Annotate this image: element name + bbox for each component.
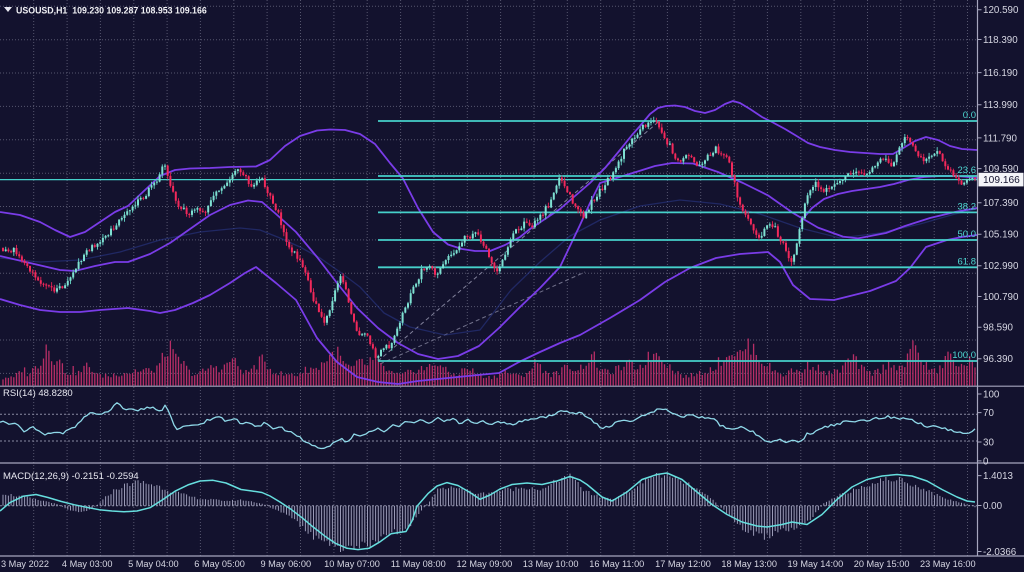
svg-text:118.390: 118.390 [983, 35, 1018, 46]
svg-text:70: 70 [983, 408, 994, 419]
svg-text:61.8: 61.8 [958, 256, 977, 267]
svg-text:107.390: 107.390 [983, 198, 1019, 209]
svg-text:12 May 09:00: 12 May 09:00 [457, 559, 513, 569]
svg-text:120.590: 120.590 [983, 5, 1019, 16]
svg-text:13 May 10:00: 13 May 10:00 [523, 559, 579, 569]
svg-text:19 May 14:00: 19 May 14:00 [788, 559, 844, 569]
svg-text:100: 100 [983, 389, 1000, 400]
svg-text:0.00: 0.00 [983, 501, 1003, 512]
svg-text:6 May 05:00: 6 May 05:00 [194, 559, 245, 569]
svg-text:23.6: 23.6 [958, 165, 977, 176]
svg-text:100.0: 100.0 [952, 350, 976, 361]
svg-text:RSI(14) 48.8280: RSI(14) 48.8280 [3, 388, 73, 399]
svg-text:10 May 07:00: 10 May 07:00 [324, 559, 380, 569]
svg-text:38.2: 38.2 [958, 201, 977, 212]
svg-text:111.790: 111.790 [983, 133, 1018, 144]
svg-text:100.790: 100.790 [983, 292, 1019, 303]
svg-text:USOUSD,H1 109.230 109.287 108: USOUSD,H1 109.230 109.287 108.953 109.16… [16, 6, 207, 16]
svg-text:96.390: 96.390 [983, 354, 1014, 365]
svg-text:16 May 11:00: 16 May 11:00 [589, 559, 644, 569]
svg-text:9 May 06:00: 9 May 06:00 [261, 559, 312, 569]
svg-text:17 May 12:00: 17 May 12:00 [655, 559, 711, 569]
svg-text:11 May 08:00: 11 May 08:00 [391, 559, 446, 569]
svg-text:23 May 16:00: 23 May 16:00 [920, 559, 976, 569]
svg-text:98.590: 98.590 [983, 323, 1014, 334]
svg-text:5 May 04:00: 5 May 04:00 [128, 559, 179, 569]
svg-text:50.0: 50.0 [958, 229, 977, 240]
svg-text:109.166: 109.166 [983, 175, 1020, 186]
svg-text:MACD(12,26,9) -0.2151 -0.2594: MACD(12,26,9) -0.2151 -0.2594 [3, 471, 139, 482]
svg-text:0: 0 [983, 456, 989, 467]
svg-text:30: 30 [983, 437, 994, 448]
svg-text:105.190: 105.190 [983, 230, 1019, 241]
svg-text:0.0: 0.0 [963, 110, 976, 121]
svg-text:-2.0366: -2.0366 [983, 547, 1017, 558]
svg-text:1.4013: 1.4013 [983, 471, 1014, 482]
svg-text:18 May 13:00: 18 May 13:00 [721, 559, 777, 569]
svg-text:109.590: 109.590 [983, 164, 1019, 175]
svg-text:113.990: 113.990 [983, 100, 1018, 111]
svg-text:4 May 03:00: 4 May 03:00 [62, 559, 113, 569]
svg-text:3 May 2022: 3 May 2022 [1, 559, 49, 569]
svg-text:102.990: 102.990 [983, 261, 1019, 272]
svg-text:116.190: 116.190 [983, 68, 1018, 79]
svg-text:20 May 15:00: 20 May 15:00 [854, 559, 910, 569]
